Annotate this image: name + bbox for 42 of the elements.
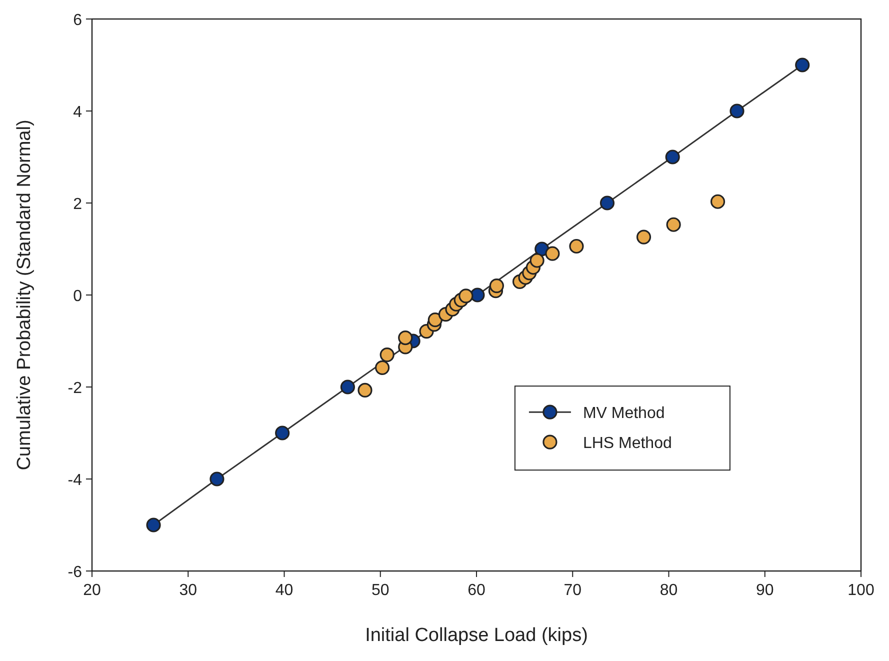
point	[398, 330, 413, 346]
point	[489, 278, 504, 294]
point	[470, 288, 485, 302]
legend-label: MV Method	[582, 405, 665, 422]
point	[569, 238, 584, 254]
x-tick-label: 60	[468, 582, 486, 599]
point	[210, 472, 224, 486]
x-tick-label: 50	[371, 582, 390, 599]
y-axis-title: Cumulative Probability (Standard Normal)	[14, 120, 35, 470]
y-tick-label: -6	[68, 564, 82, 581]
legend-label: LHS Method	[582, 435, 672, 452]
y-tick-label: 6	[73, 12, 82, 29]
point	[545, 246, 560, 261]
y-tick-label: -4	[68, 472, 82, 489]
x-tick-label: 20	[83, 582, 101, 599]
y-tick-label: 0	[73, 288, 82, 305]
x-tick-label: 80	[660, 582, 678, 599]
point	[730, 104, 744, 118]
x-tick-label: 90	[756, 582, 774, 599]
point	[458, 288, 474, 304]
x-tick-label: 30	[179, 582, 198, 599]
point	[275, 426, 290, 440]
point	[530, 253, 544, 268]
y-tick-label: 2	[73, 196, 82, 213]
point	[380, 348, 394, 362]
point	[666, 217, 681, 232]
point	[358, 382, 372, 398]
x-axis-title: Initial Collapse Load (kips)	[365, 625, 588, 646]
point	[710, 194, 726, 209]
y-tick-label: -2	[68, 380, 82, 397]
point	[795, 58, 810, 72]
point	[146, 518, 161, 532]
x-tick-label: 70	[564, 582, 582, 599]
point	[600, 196, 615, 210]
x-tick-label: 40	[275, 582, 294, 599]
point	[665, 150, 680, 164]
x-tick-label: 100	[848, 582, 874, 599]
y-tick-label: 4	[73, 104, 82, 121]
point	[374, 360, 390, 375]
point	[428, 312, 442, 328]
point	[340, 380, 355, 394]
point	[636, 230, 652, 244]
